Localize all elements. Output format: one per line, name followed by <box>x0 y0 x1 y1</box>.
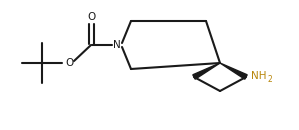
Polygon shape <box>220 63 247 79</box>
Text: N: N <box>113 40 121 50</box>
Text: O: O <box>87 12 95 22</box>
Polygon shape <box>193 63 220 79</box>
Text: NH: NH <box>251 71 266 81</box>
Text: 2: 2 <box>267 76 272 85</box>
Text: O: O <box>65 58 73 68</box>
